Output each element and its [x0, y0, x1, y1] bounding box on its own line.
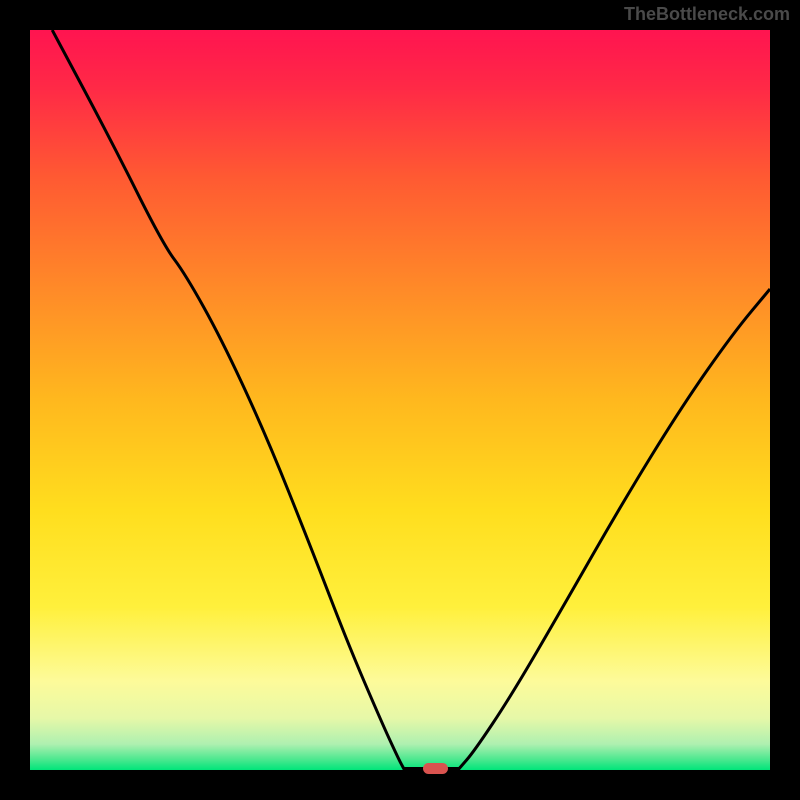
plot-area [30, 30, 770, 770]
bottleneck-curve [30, 30, 770, 770]
optimal-marker [423, 763, 449, 775]
watermark-text: TheBottleneck.com [624, 4, 790, 25]
